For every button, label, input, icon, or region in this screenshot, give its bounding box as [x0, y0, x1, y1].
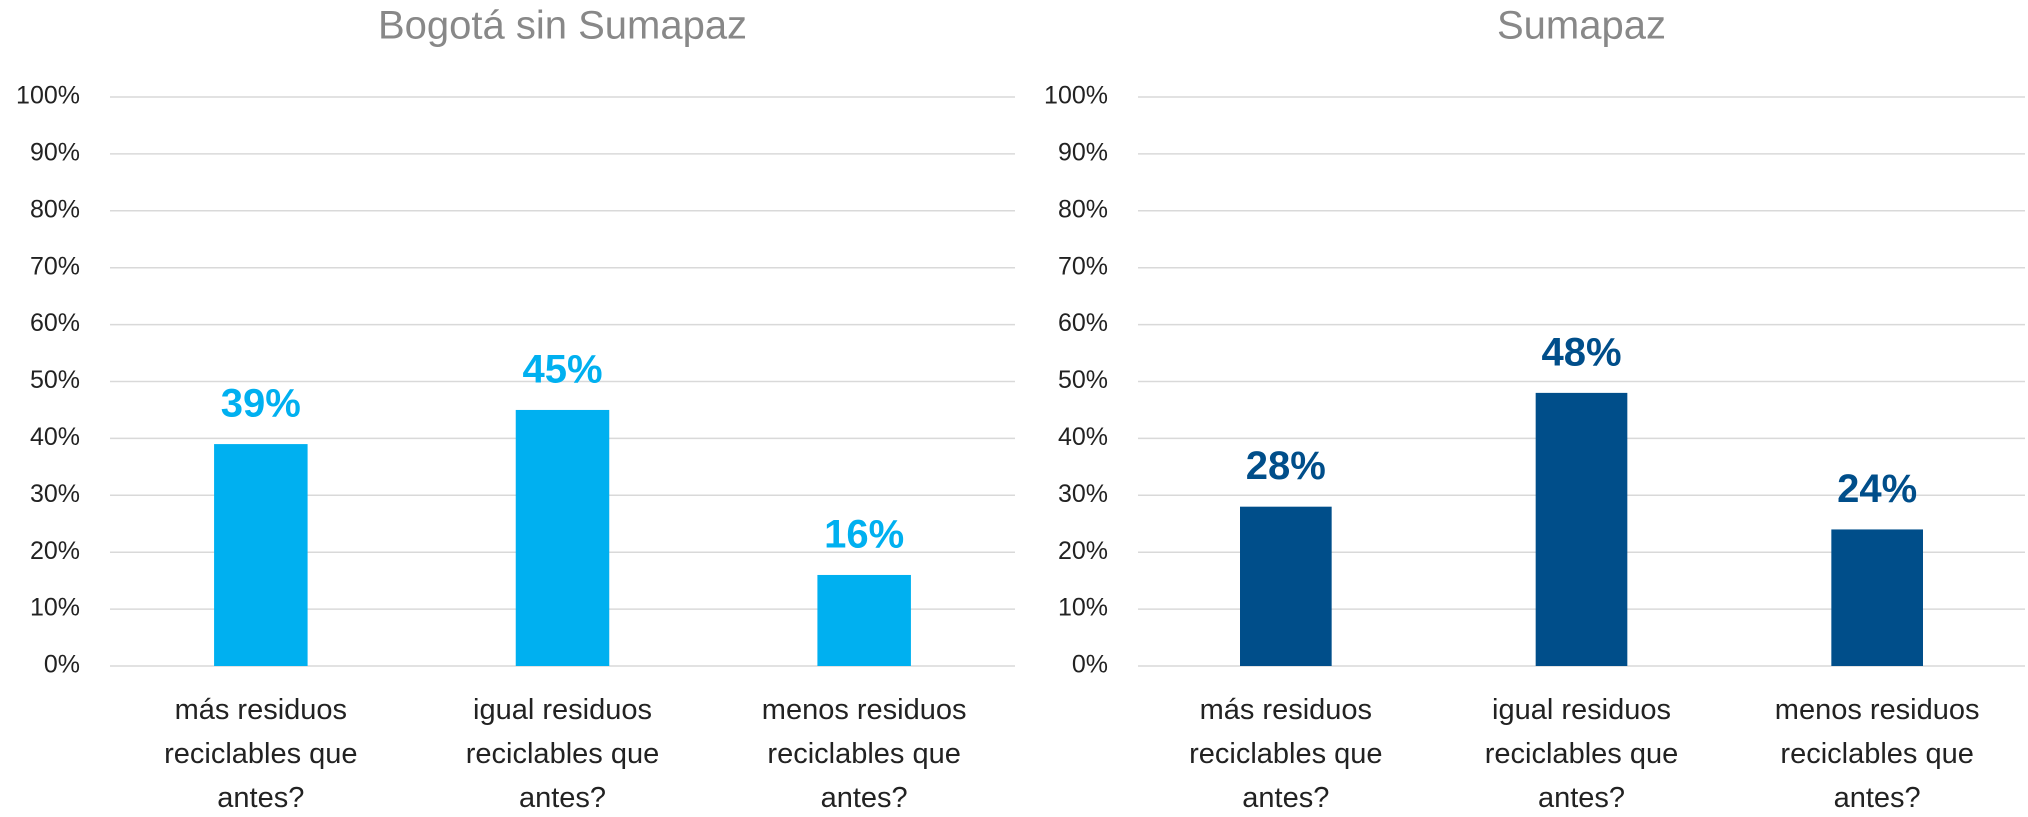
chart: Sumapaz 0% 10% 20% 30% 40% 50% 60% 70% 80% 90% 100%…: [1044, 4, 2025, 814]
x-tick-label: menos residuos reciclables que antes?: [1774, 694, 1980, 814]
y-tick-label: 60%: [1058, 309, 1108, 337]
x-tick-label-box: más residuos reciclables que antes?: [164, 694, 358, 814]
y-tick-label: 20%: [30, 537, 80, 565]
x-tick-label-box: menos residuos reciclables que antes?: [1774, 694, 1980, 814]
y-tick-label: 0%: [44, 651, 80, 679]
y-tick-label: 90%: [30, 139, 80, 167]
data-label: 45%: [522, 348, 602, 392]
y-tick-label: 20%: [1058, 537, 1108, 565]
bar: [515, 409, 610, 666]
x-tick-label-box: más residuos reciclables que antes?: [1189, 694, 1383, 814]
y-tick-label: 30%: [30, 480, 80, 508]
bar: [1831, 529, 1923, 666]
y-tick-label: 40%: [1058, 423, 1108, 451]
bar: [1240, 506, 1332, 666]
data-label: 24%: [1837, 467, 1917, 511]
y-tick-label: 10%: [30, 594, 80, 622]
y-tick-label: 0%: [1072, 651, 1108, 679]
y-tick-label: 10%: [1058, 594, 1108, 622]
x-tick-label: igual residuos reciclables que antes?: [1484, 694, 1679, 814]
bar: [1535, 392, 1628, 666]
x-tick-label: igual residuos reciclables que antes?: [465, 694, 660, 814]
y-tick-label: 70%: [1058, 252, 1108, 280]
x-tick-label: menos residuos reciclables que antes?: [761, 694, 967, 814]
x-tick-label-box: igual residuos reciclables que antes?: [1484, 694, 1679, 814]
y-tick-label: 60%: [30, 309, 80, 337]
y-tick-label: 100%: [16, 82, 80, 110]
chart: Bogotá sin Sumapaz 0% 10% 20% 30% 40% 50% 60% 70…: [16, 4, 1015, 814]
y-tick-label: 90%: [1058, 139, 1108, 167]
bar: [214, 444, 308, 666]
x-tick-label: más residuos reciclables que antes?: [164, 694, 358, 814]
bar: [817, 574, 911, 666]
chart-title: Sumapaz: [1497, 4, 1666, 48]
y-tick-label: 50%: [1058, 366, 1108, 394]
y-tick-label: 30%: [1058, 480, 1108, 508]
x-tick-label-box: igual residuos reciclables que antes?: [465, 694, 660, 814]
data-label: 16%: [824, 513, 904, 557]
data-label: 28%: [1246, 444, 1326, 488]
y-tick-label: 40%: [30, 423, 80, 451]
y-tick-label: 80%: [1058, 195, 1108, 223]
y-tick-label: 100%: [1044, 82, 1108, 110]
data-label: 48%: [1541, 330, 1621, 374]
y-tick-label: 80%: [30, 195, 80, 223]
chart-title: Bogotá sin Sumapaz: [378, 4, 747, 48]
y-tick-label: 50%: [30, 366, 80, 394]
y-tick-label: 70%: [30, 252, 80, 280]
x-tick-label: más residuos reciclables que antes?: [1189, 694, 1383, 814]
x-tick-label-box: menos residuos reciclables que antes?: [761, 694, 967, 814]
data-label: 39%: [221, 382, 301, 426]
